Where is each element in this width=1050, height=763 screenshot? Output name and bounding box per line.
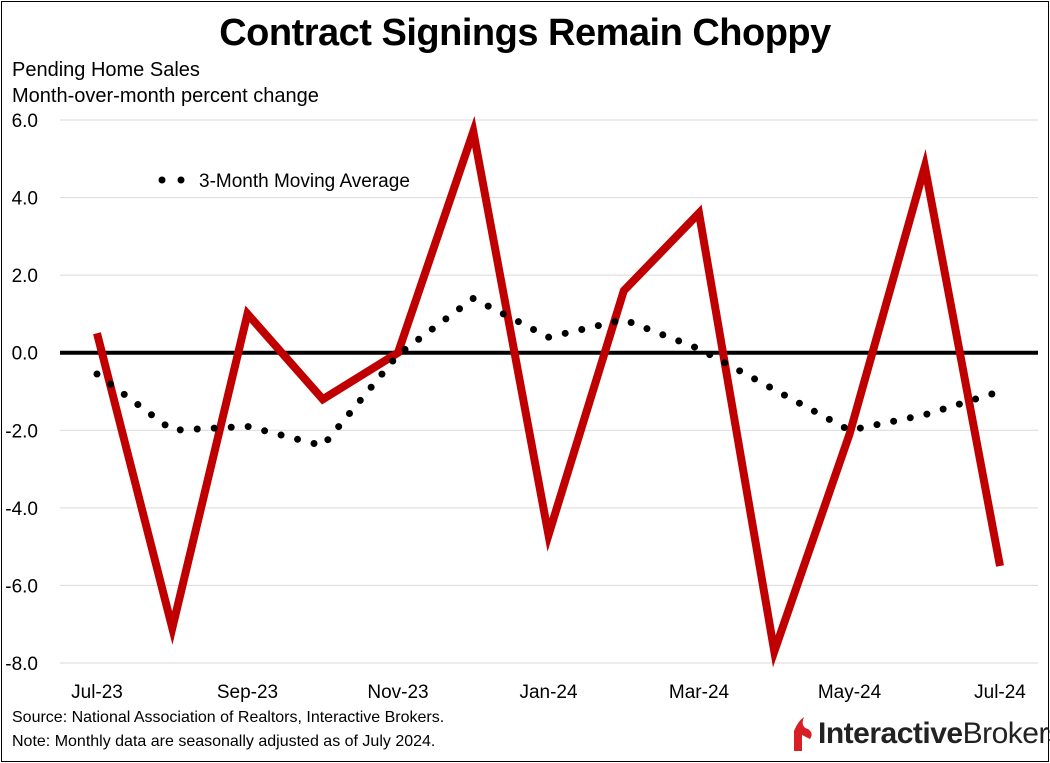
chart-subtitle-units: Month-over-month percent change [12,85,319,107]
legend-marker-dot [158,176,166,184]
legend-marker-dot [177,176,185,184]
chart-title: Contract Signings Remain Choppy [219,12,831,54]
y-tick-label: -4.0 [5,499,38,520]
y-tick-label: -8.0 [5,654,38,675]
legend: 3-Month Moving Average [158,171,410,192]
x-tick-label: Mar-24 [669,682,730,703]
logo-text-bold: Interactive [818,717,963,750]
y-tick-label: 6.0 [12,111,38,132]
interactive-brokers-flame-icon [794,717,812,751]
gridlines [60,119,1038,664]
x-tick-label: Jul-24 [974,682,1026,703]
y-tick-label: -2.0 [5,421,38,442]
logo-text-regular: Brokers [962,717,1050,750]
series-line-pending-home-sales [93,115,1004,668]
x-tick-label: Jan-24 [519,682,578,703]
legend-label: 3-Month Moving Average [199,171,410,192]
y-tick-label: -6.0 [5,576,38,597]
data-note: Note: Monthly data are seasonally adjust… [12,733,436,750]
y-tick-label: 0.0 [12,344,38,365]
y-axis-tick-labels: 6.0 4.0 2.0 0.0 -2.0 -4.0 -6.0 -8.0 [5,111,38,675]
x-tick-label: May-24 [818,682,882,703]
chart-subtitle-series: Pending Home Sales [12,59,200,81]
source-note: Source: National Association of Realtors… [12,709,445,726]
y-tick-label: 2.0 [12,266,38,287]
series-layer [93,115,1004,668]
x-tick-label: Jul-23 [71,682,123,703]
series-line-moving-average [93,294,1004,450]
y-tick-label: 4.0 [12,189,38,210]
x-axis-tick-labels: Jul-23 Sep-23 Nov-23 Jan-24 Mar-24 May-24 Jul-… [71,682,1026,703]
x-tick-label: Sep-23 [217,682,278,703]
x-tick-label: Nov-23 [367,682,428,703]
